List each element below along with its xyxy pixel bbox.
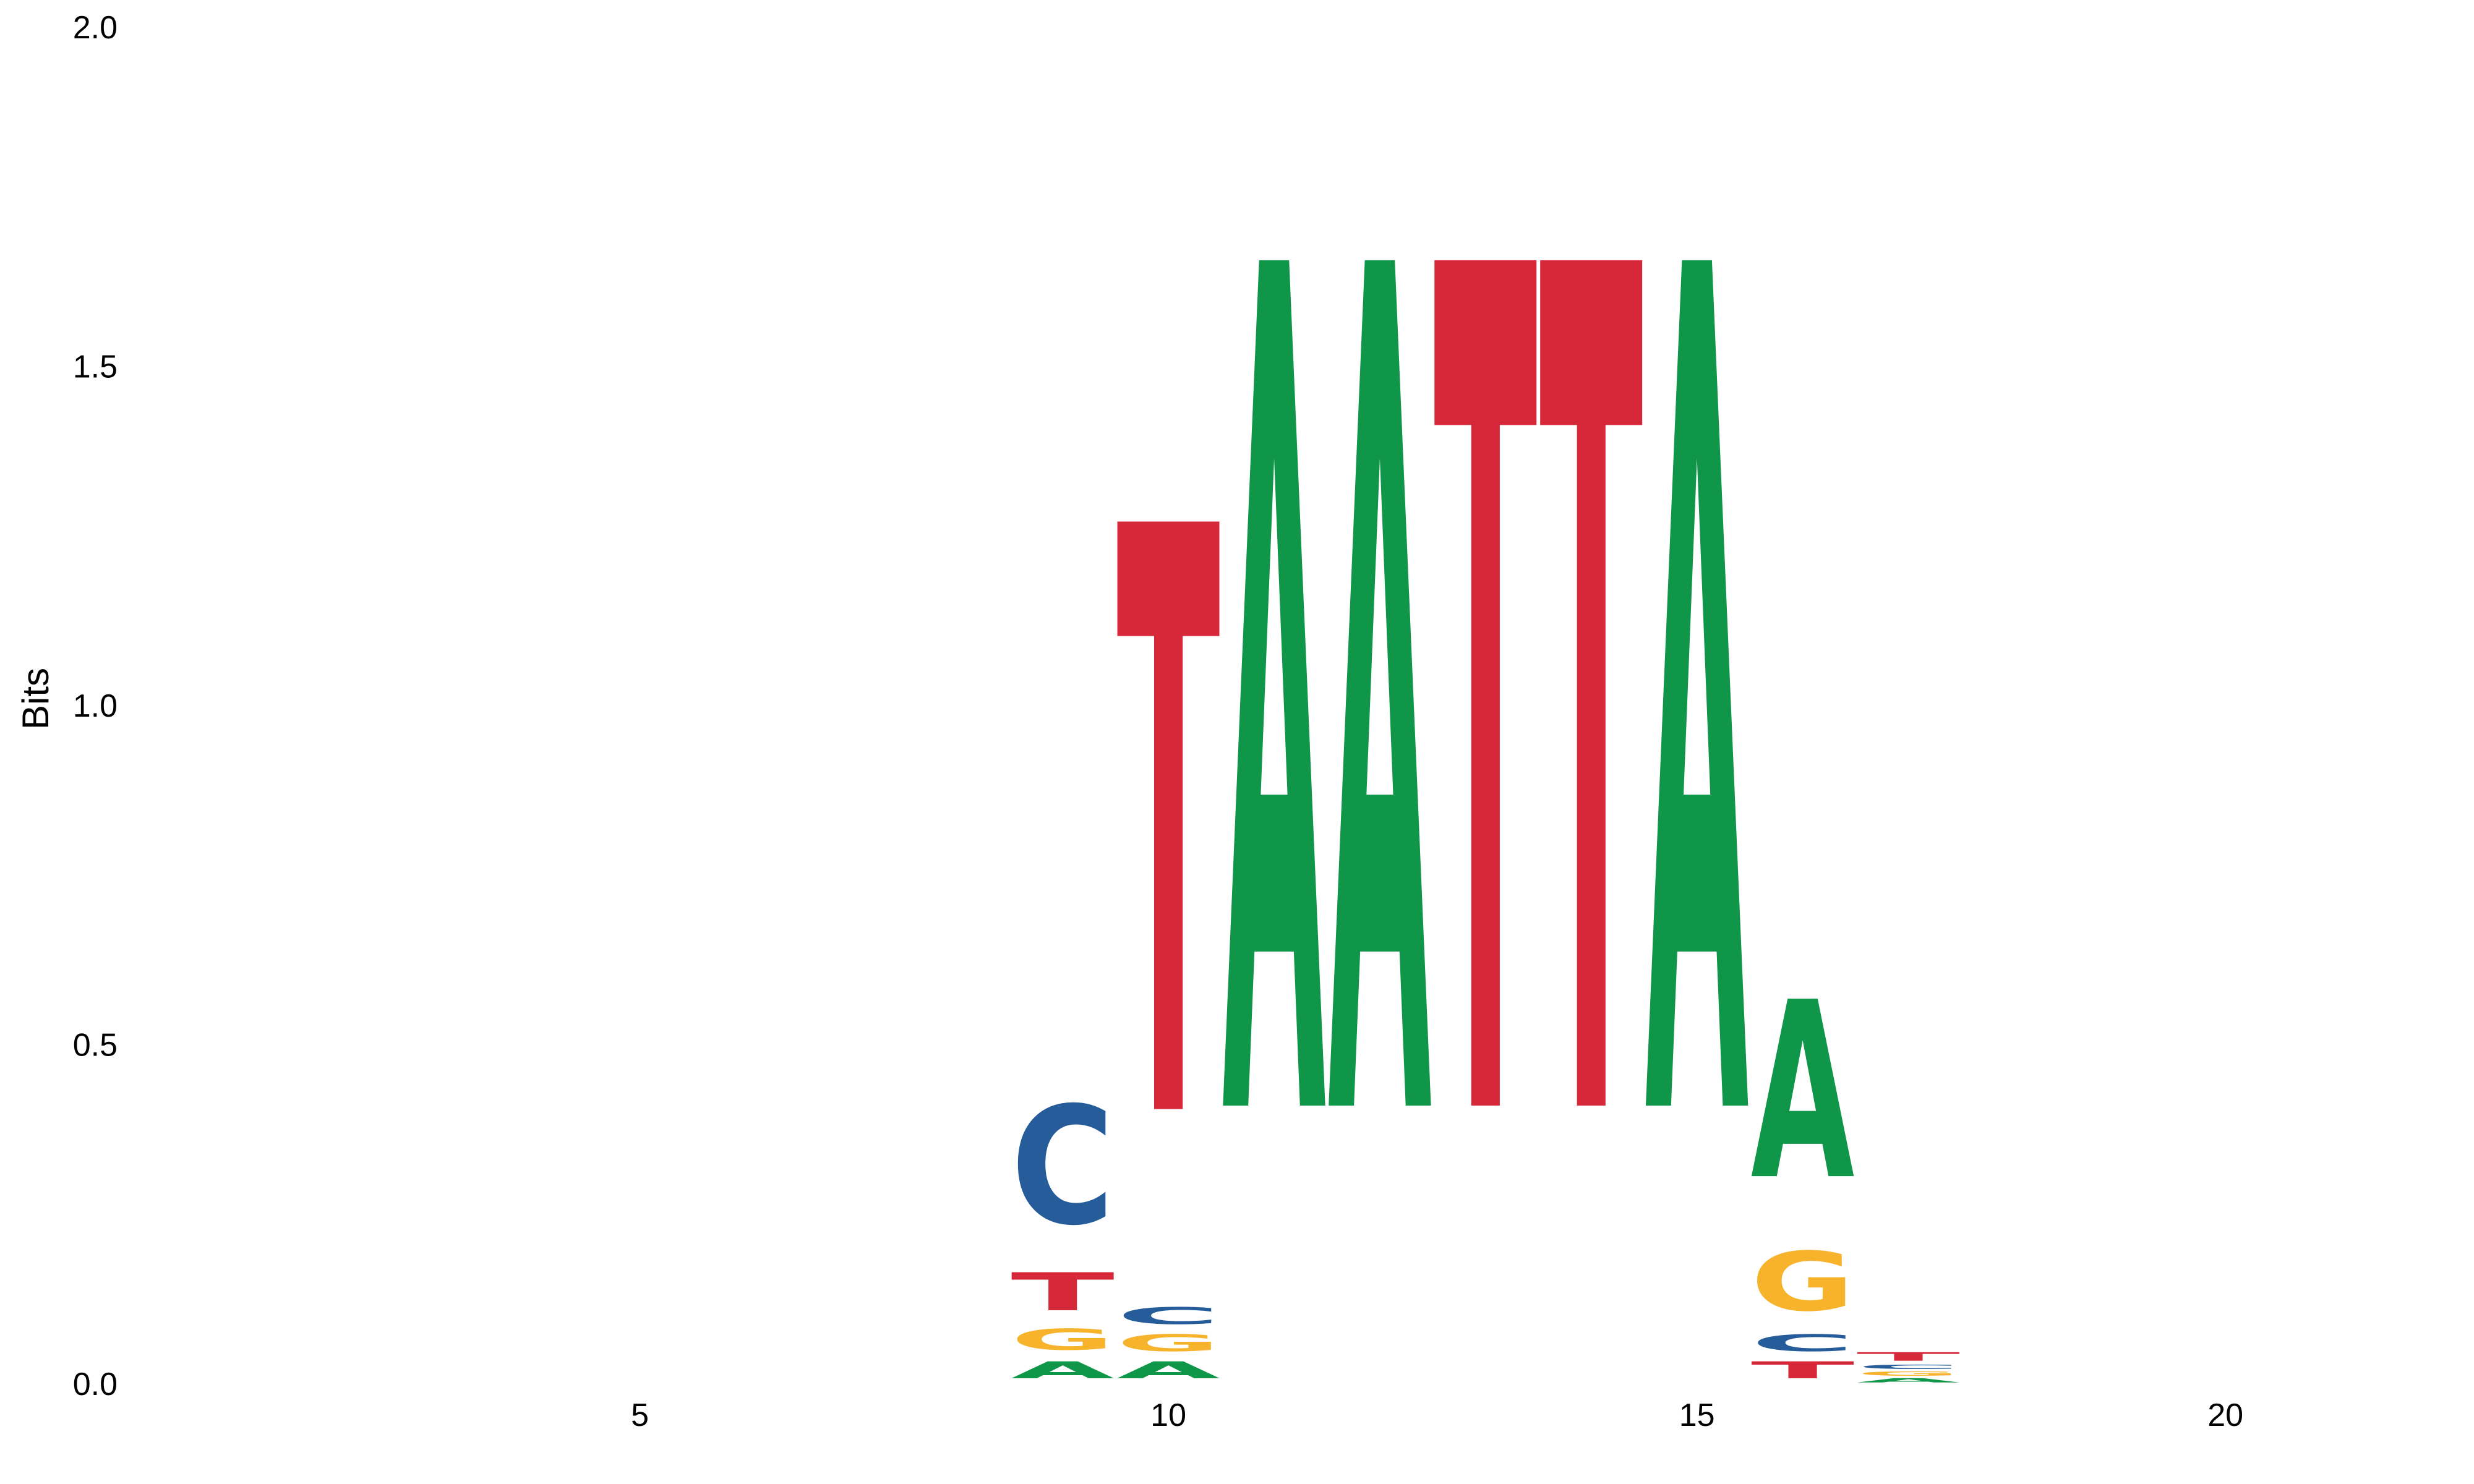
x-axis-ticks: 5 10 15 20 bbox=[631, 1397, 2243, 1433]
logo-letter-a: A bbox=[1751, 950, 1856, 1234]
logo-letter-t: T bbox=[1011, 1262, 1114, 1323]
logo-letter-a: A bbox=[1116, 1357, 1220, 1384]
x-tick-label: 10 bbox=[1150, 1397, 1186, 1433]
logo-letter-t: T bbox=[1751, 1357, 1854, 1384]
logo-letter-g: G bbox=[1116, 1329, 1220, 1357]
logo-letter-a: A bbox=[1011, 1357, 1114, 1384]
y-tick-label: 1.5 bbox=[73, 349, 118, 385]
y-tick-label: 1.0 bbox=[73, 688, 118, 724]
logo-letter-t: T bbox=[1116, 362, 1221, 1300]
logo-letter-g: G bbox=[1751, 1235, 1854, 1329]
logo-letter-c: C bbox=[1857, 1363, 1960, 1370]
y-tick-label: 0.0 bbox=[73, 1367, 118, 1402]
logo-letter-c: C bbox=[1011, 1073, 1114, 1261]
y-tick-label: 0.5 bbox=[73, 1028, 118, 1064]
logo-letter-c: C bbox=[1751, 1329, 1854, 1357]
logo-letter-a: A bbox=[1222, 29, 1327, 1379]
y-tick-label: 2.0 bbox=[73, 10, 118, 46]
x-tick-label: 5 bbox=[631, 1397, 649, 1433]
x-tick-label: 20 bbox=[2207, 1397, 2243, 1433]
x-tick-label: 15 bbox=[1679, 1397, 1715, 1433]
logo-letter-g: G bbox=[1011, 1323, 1114, 1356]
logo-letter-t: T bbox=[1857, 1350, 1960, 1363]
logo-letter-t: T bbox=[1539, 30, 1644, 1380]
logo-letter-c: C bbox=[1116, 1302, 1220, 1329]
logo-letter-a: A bbox=[1645, 29, 1750, 1379]
logo-letter-t: T bbox=[1434, 30, 1538, 1380]
logo-letter-g: G bbox=[1857, 1370, 1960, 1377]
y-axis-title: Bits bbox=[15, 668, 56, 730]
y-axis-ticks: 0.0 0.5 1.0 1.5 2.0 bbox=[73, 10, 118, 1402]
logo-letter-a: A bbox=[1857, 1377, 1960, 1384]
logo-letter-a: A bbox=[1328, 29, 1432, 1379]
